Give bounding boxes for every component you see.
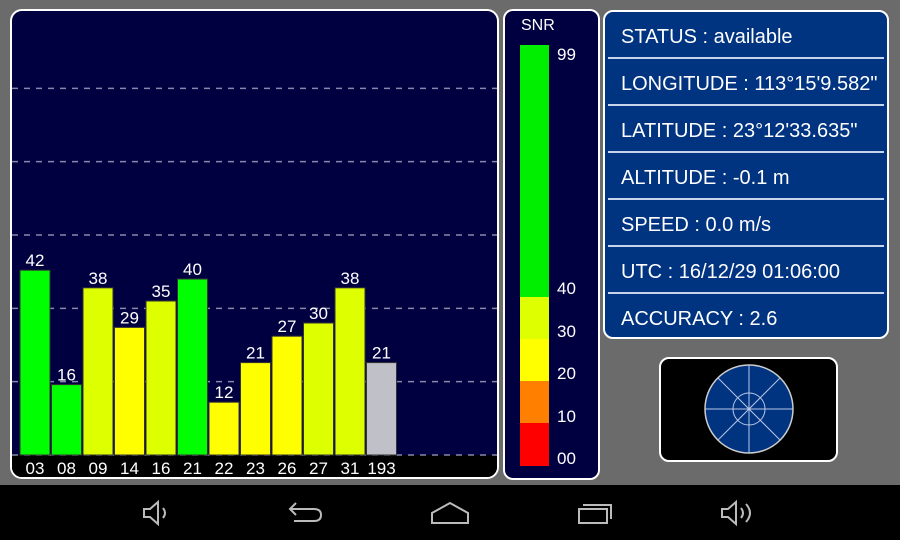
bar-21 <box>177 278 208 456</box>
gps-info-panel: STATUS : available LONGITUDE : 113°15'9.… <box>603 10 889 339</box>
sky-view-radar[interactable] <box>659 357 838 462</box>
satellite-id-label: 14 <box>120 459 139 478</box>
snr-segment-yellowgreen <box>520 297 549 339</box>
bar-value-label: 38 <box>89 269 108 288</box>
bar-value-label: 21 <box>246 344 265 363</box>
bar-193 <box>366 362 397 456</box>
satellite-id-label: 08 <box>57 459 76 478</box>
bar-value-label: 35 <box>152 282 171 301</box>
snr-label: 40 <box>557 279 576 298</box>
bar-31 <box>334 287 366 456</box>
satellite-snr-chart: 42 03 16 08 38 09 29 14 35 16 40 21 12 22 21 23 27 26 30 27… <box>10 9 499 479</box>
latitude-row: LATITUDE : 23°12'33.635" <box>608 106 884 153</box>
snr-segment-red <box>520 423 549 466</box>
satellite-id-label: 22 <box>215 459 234 478</box>
bar-26 <box>271 335 303 456</box>
satellite-id-label: 03 <box>26 459 45 478</box>
android-nav-bar <box>0 485 900 540</box>
altitude-row: ALTITUDE : -0.1 m <box>608 153 884 200</box>
snr-label: 10 <box>557 407 576 426</box>
snr-segment-yellow <box>520 339 549 381</box>
satellite-id-label: 26 <box>278 459 297 478</box>
snr-title: SNR <box>521 17 555 34</box>
bar-value-label: 38 <box>341 269 360 288</box>
speed-row: SPEED : 0.0 m/s <box>608 200 884 247</box>
bar-value-label: 12 <box>215 383 234 402</box>
back-icon[interactable] <box>286 497 326 529</box>
bar-value-label: 42 <box>26 251 45 270</box>
chart-canvas: 42 03 16 08 38 09 29 14 35 16 40 21 12 22 21 23 27 26 30 27… <box>12 87 497 478</box>
home-icon[interactable] <box>430 497 470 529</box>
bar-value-label: 16 <box>57 366 76 385</box>
bar-23 <box>240 362 271 456</box>
bar-value-label: 40 <box>183 260 202 279</box>
snr-segment-green <box>520 45 549 297</box>
volume-down-icon[interactable] <box>138 497 178 529</box>
volume-up-icon[interactable] <box>718 497 758 529</box>
snr-legend: SNR 99 40 30 20 10 00 <box>503 9 600 480</box>
satellite-id-label: 09 <box>89 459 108 478</box>
snr-label: 30 <box>557 322 576 341</box>
bar-22 <box>208 401 240 456</box>
radar-icon <box>704 364 794 454</box>
longitude-row: LONGITUDE : 113°15'9.582" <box>608 59 884 106</box>
bar-08 <box>51 384 82 456</box>
bar-16 <box>145 300 177 456</box>
satellite-id-label: 21 <box>183 459 202 478</box>
snr-segment-orange <box>520 381 549 423</box>
snr-label: 99 <box>557 45 576 64</box>
satellite-id-label: 23 <box>246 459 265 478</box>
bar-value-label: 30 <box>309 304 328 323</box>
satellite-id-label: 16 <box>152 459 171 478</box>
satellite-id-label: 193 <box>367 459 395 478</box>
satellite-id-label: 31 <box>341 459 360 478</box>
status-row: STATUS : available <box>608 12 884 59</box>
bar-value-label: 29 <box>120 308 139 327</box>
bar-09 <box>82 287 114 456</box>
snr-label: 00 <box>557 449 576 468</box>
axis-label-band <box>12 455 497 477</box>
satellite-id-label: 27 <box>309 459 328 478</box>
bar-value-label: 21 <box>372 344 391 363</box>
bar-value-label: 27 <box>278 317 297 336</box>
snr-label: 20 <box>557 364 576 383</box>
accuracy-row: ACCURACY : 2.6 <box>621 308 778 330</box>
bar-03 <box>19 269 51 456</box>
bar-14 <box>114 326 145 456</box>
recents-icon[interactable] <box>575 497 615 529</box>
utc-row: UTC : 16/12/29 01:06:00 <box>608 247 884 294</box>
bar-27 <box>303 322 334 456</box>
